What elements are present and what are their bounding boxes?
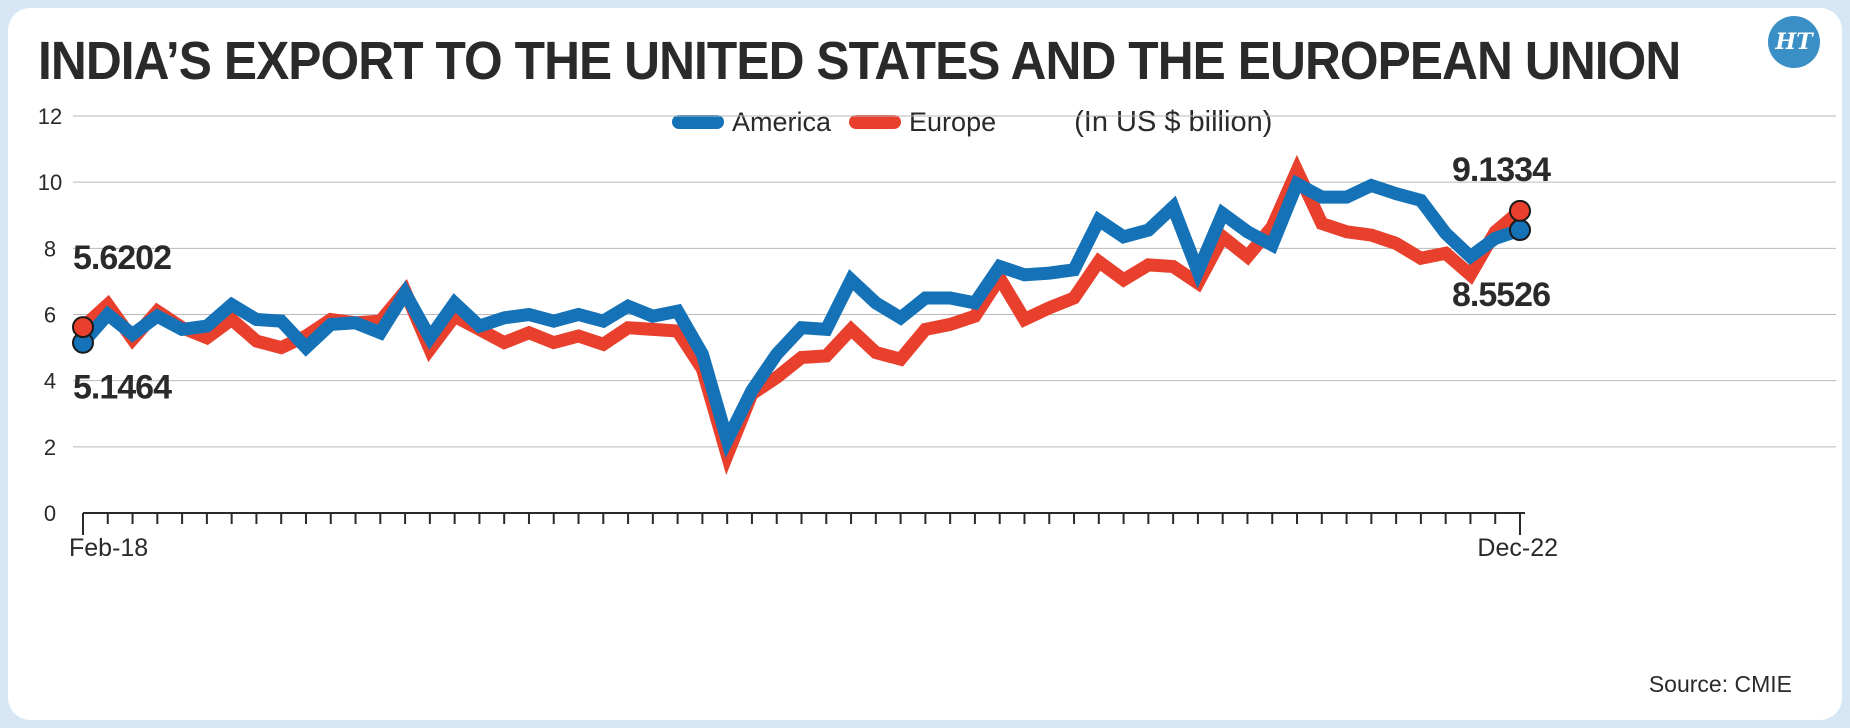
y-tick-label-12: 12 (38, 104, 62, 129)
marker-europe-end (1509, 199, 1531, 222)
data-label-europe-start: 5.6202 (73, 239, 171, 277)
legend: America Europe (In US $ billion) (672, 104, 1272, 140)
chart-card: INDIA’S EXPORT TO THE UNITED STATES AND … (8, 8, 1842, 720)
line-chart: 0 2 4 6 8 10 12 Feb-18 Dec-22 5.6202 5.1464 9.133… (38, 104, 1836, 562)
data-label-america-start: 5.1464 (73, 369, 172, 407)
unit-label: (In US $ billion) (1074, 105, 1273, 138)
marker-europe-start (72, 316, 94, 339)
legend-label-europe: Europe (909, 106, 997, 137)
gridlines: 0 2 4 6 8 10 12 (38, 104, 1836, 526)
x-label-end: Dec-22 (1477, 534, 1558, 562)
legend-item-america: America (672, 107, 831, 138)
ht-logo: HT (1768, 16, 1820, 68)
legend-label-america: America (732, 106, 832, 137)
y-tick-label-2: 2 (44, 435, 56, 460)
y-tick-label-10: 10 (38, 170, 62, 195)
y-tick-label-4: 4 (44, 369, 56, 394)
y-tick-label-0: 0 (44, 501, 56, 526)
y-tick-label-6: 6 (44, 303, 56, 328)
series-line-europe (78, 154, 1525, 476)
legend-swatch-europe (849, 115, 902, 129)
legend-item-europe: Europe (849, 107, 996, 138)
x-axis: Feb-18 Dec-22 (69, 512, 1558, 562)
series-lines (78, 154, 1525, 476)
data-label-america-end: 8.5526 (1452, 276, 1550, 314)
legend-swatch-america (672, 115, 724, 129)
y-tick-label-8: 8 (44, 236, 56, 261)
x-label-start: Feb-18 (69, 534, 148, 562)
chart-title: INDIA’S EXPORT TO THE UNITED STATES AND … (38, 31, 1681, 91)
end-markers (72, 199, 1531, 354)
series-line-america (78, 174, 1523, 459)
marker-america-end (1509, 219, 1531, 242)
source-note: Source: CMIE (1648, 671, 1792, 697)
data-labels: 5.6202 5.1464 9.1334 8.5526 (73, 151, 1552, 407)
data-label-europe-end: 9.1334 (1452, 151, 1551, 189)
ht-logo-text: HT (1775, 29, 1813, 55)
